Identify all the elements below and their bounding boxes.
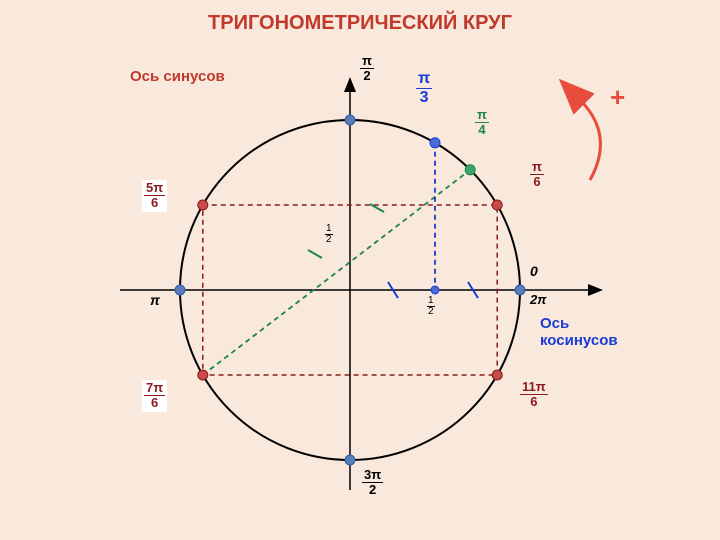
label-pi: π <box>150 292 160 308</box>
point-0 <box>515 285 525 295</box>
point-7pi6 <box>198 370 208 380</box>
trig-circle-diagram: π 2 π 3 π 4 π 6 5π 6 7π 6 11π 6 3π 2 1 2… <box>70 60 630 520</box>
label-2pi: 2π <box>530 292 547 307</box>
point-pi3-proj <box>431 286 439 294</box>
page-title: ТРИГОНОМЕТРИЧЕСКИЙ КРУГ <box>208 12 512 35</box>
point-5pi6 <box>198 200 208 210</box>
label-half-y: 1 2 <box>325 224 333 245</box>
label-pi-over-6: π 6 <box>530 160 544 190</box>
point-3pi-over-2 <box>345 455 355 465</box>
label-half-x: 1 2 <box>427 296 435 317</box>
point-pi3 <box>430 138 440 148</box>
point-pi <box>175 285 185 295</box>
axis-cos-label: Ось косинусов <box>540 315 630 349</box>
label-5pi-over-6: 5π 6 <box>142 180 167 212</box>
point-pi6 <box>492 200 502 210</box>
label-pi-over-4: π 4 <box>475 108 489 138</box>
point-pi-over-2 <box>345 115 355 125</box>
label-11pi-over-6: 11π 6 <box>520 380 548 410</box>
point-11pi6 <box>492 370 502 380</box>
label-zero: 0 <box>530 263 538 279</box>
label-7pi-over-6: 7π 6 <box>142 380 167 412</box>
label-pi-over-3: π 3 <box>416 70 432 106</box>
direction-arrow <box>580 100 600 180</box>
pi4-diagonal <box>203 170 470 375</box>
label-3pi-over-2: 3π 2 <box>362 468 383 498</box>
point-pi4 <box>465 165 475 175</box>
diag-tick-1 <box>308 250 322 258</box>
label-pi-over-2: π 2 <box>360 54 374 84</box>
